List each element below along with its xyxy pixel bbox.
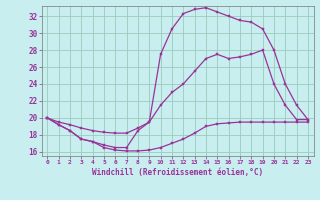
X-axis label: Windchill (Refroidissement éolien,°C): Windchill (Refroidissement éolien,°C) xyxy=(92,168,263,177)
